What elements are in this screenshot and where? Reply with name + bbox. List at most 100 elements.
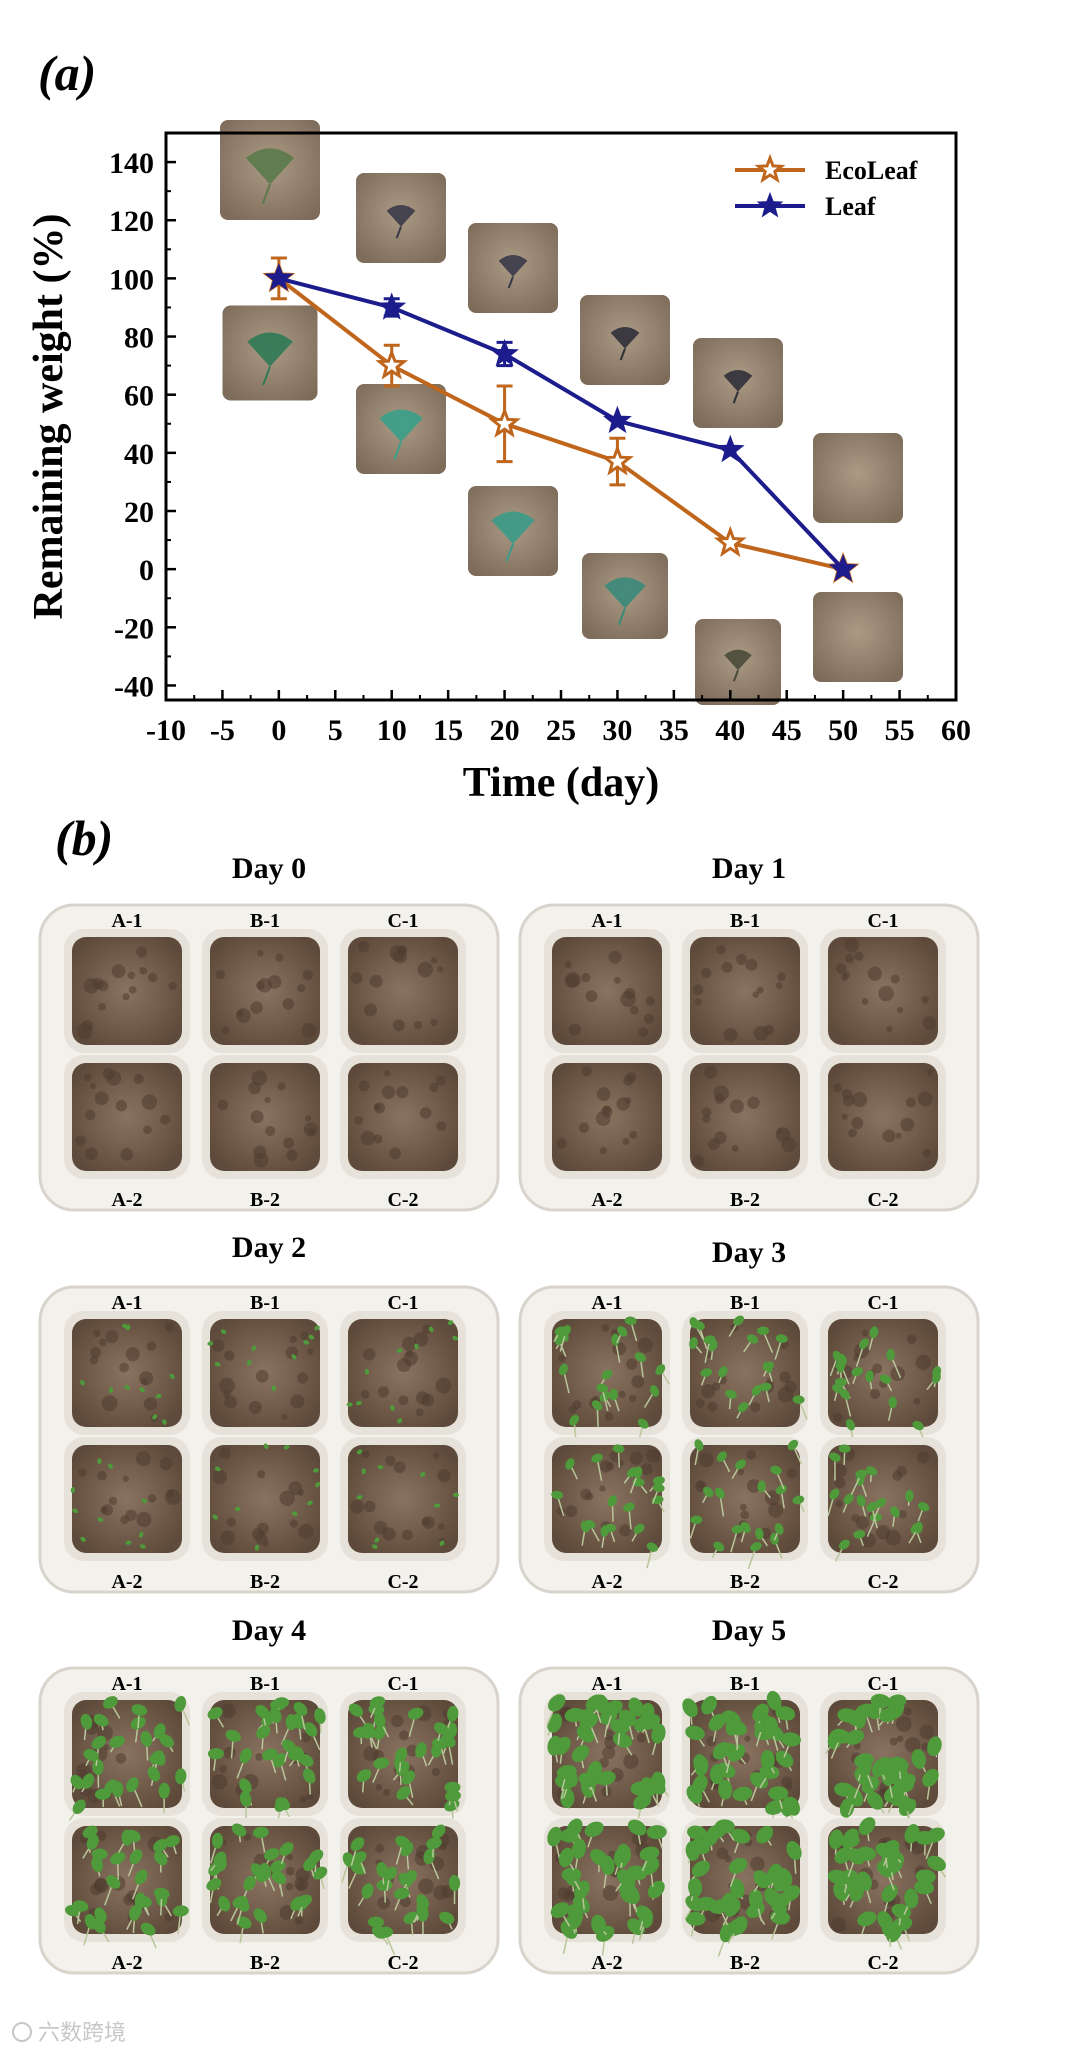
- soil-clod: [636, 1733, 646, 1743]
- soil-clod: [834, 1477, 846, 1489]
- sprout-leaf: [212, 1514, 218, 1520]
- x-tick-label: 15: [433, 714, 463, 747]
- sprout-leaf: [214, 1362, 221, 1367]
- sprout-leaf: [109, 1735, 125, 1748]
- sprout-leaf: [373, 1724, 387, 1740]
- sprout-leaf: [750, 1541, 762, 1552]
- soil-clod: [255, 1753, 264, 1761]
- leaf-stem: [619, 348, 626, 361]
- soil-clod: [692, 1154, 705, 1168]
- soil-clod: [250, 1001, 263, 1014]
- data-point: [375, 348, 409, 380]
- sprout-leaf: [646, 1542, 658, 1552]
- sprout-leaf: [651, 1723, 666, 1744]
- soil-clod: [418, 1878, 434, 1895]
- sprout-leaf: [393, 1887, 410, 1900]
- sprout-leaf: [213, 1851, 227, 1867]
- sprout-leaf: [838, 1539, 850, 1550]
- soil-clod: [382, 1788, 391, 1797]
- soil-clod: [599, 1485, 606, 1492]
- soil-clod: [212, 1469, 228, 1485]
- sprout-leaf: [80, 1536, 86, 1542]
- x-tick-label: 0: [271, 714, 286, 747]
- seedling-tray: Day 5 A-1 B-1 C-1 A-2 B-2 C-2: [518, 1614, 980, 1975]
- soil-clod: [220, 1530, 235, 1546]
- soil-clod: [296, 984, 306, 993]
- leaf-shape: [491, 511, 535, 544]
- sprout-leaf: [725, 1389, 737, 1399]
- x-tick-label: 5: [328, 714, 343, 747]
- soil-clod: [101, 1395, 118, 1412]
- soil-clod: [437, 966, 444, 973]
- sprout-leaf: [624, 1885, 640, 1905]
- soil-clod: [97, 1470, 107, 1481]
- soil-clod: [764, 1490, 780, 1506]
- cell-label: C-1: [867, 910, 898, 932]
- sprout-leaf: [371, 1544, 378, 1549]
- x-tick-label: 30: [602, 714, 632, 747]
- x-tick-label: -5: [210, 714, 235, 747]
- soil-clod: [373, 1103, 381, 1111]
- sprout-leaf: [86, 1834, 99, 1850]
- cell-label: C-1: [867, 1673, 898, 1695]
- soil-clod: [364, 1500, 376, 1513]
- sprout-leaf: [159, 1734, 174, 1748]
- soil-clod: [75, 1135, 87, 1146]
- sprout-leaf: [647, 1777, 666, 1795]
- sprout-leaf: [890, 1506, 900, 1518]
- soil-clod: [602, 1746, 616, 1760]
- soil-clod: [747, 1096, 760, 1109]
- soil-clod: [297, 1372, 309, 1384]
- sprout-leaf: [110, 1851, 126, 1865]
- soil-clod: [160, 1114, 171, 1125]
- soil-clod: [870, 1388, 881, 1399]
- soil-clod: [302, 969, 313, 981]
- sprout-leaf: [269, 1707, 282, 1723]
- soil-clod: [900, 1117, 915, 1132]
- sprout-leaf: [858, 1817, 876, 1836]
- soil-cell: [72, 1319, 182, 1427]
- soil-clod: [626, 1358, 638, 1370]
- soil-clod: [565, 972, 581, 988]
- leaf-stem: [732, 391, 739, 404]
- soil-clod: [350, 972, 363, 985]
- sprout-leaf: [583, 1520, 596, 1529]
- sprout-leaf: [775, 1334, 788, 1343]
- soil-clod: [413, 1332, 429, 1347]
- sprout-leaf: [751, 1384, 762, 1396]
- sprout-leaf: [283, 1445, 290, 1450]
- watermark-text: 六数跨境: [38, 2021, 126, 2046]
- soil-clod: [832, 1463, 847, 1478]
- sprout-leaf: [356, 1495, 363, 1500]
- x-tick-label: 35: [659, 714, 689, 747]
- sprout-leaf: [452, 1335, 459, 1341]
- seedling-tray: Day 0 A-1 B-1 C-1 A-2 B-2 C-2: [38, 852, 500, 1212]
- soil-clod: [147, 1494, 157, 1503]
- sprout-leaf: [922, 1768, 939, 1787]
- x-tick-label: 55: [885, 714, 915, 747]
- cell-label: A-1: [111, 910, 142, 932]
- soil-clod: [289, 1519, 298, 1528]
- cell-label: A-1: [591, 910, 622, 932]
- sprout-leaf: [431, 1824, 446, 1839]
- seedling-tray: Day 3 A-1 B-1 C-1 A-2 B-2 C-2: [518, 1236, 980, 1594]
- sprout-leaf: [688, 1877, 703, 1898]
- sprout-leaf: [255, 1704, 270, 1719]
- sprout-leaf: [356, 1769, 372, 1783]
- soil-clod: [556, 1138, 567, 1149]
- cell-label: C-1: [387, 1292, 418, 1314]
- soil-cell: [72, 1063, 182, 1171]
- y-tick-label: 80: [124, 322, 154, 355]
- sprout-leaf: [251, 1345, 256, 1352]
- soil-clod: [385, 1455, 396, 1466]
- sprout-leaf: [571, 1744, 590, 1763]
- sample-thumbnail: [693, 338, 783, 428]
- soil-clod: [133, 1073, 144, 1084]
- sprout-leaf: [712, 1742, 730, 1760]
- sprout-leaf: [591, 1400, 603, 1411]
- soil-clod: [430, 957, 438, 964]
- sprout-leaf: [709, 1764, 724, 1785]
- sprout-leaf: [558, 1363, 568, 1376]
- soil-clod: [437, 1468, 451, 1483]
- sprout-leaf: [932, 1371, 941, 1384]
